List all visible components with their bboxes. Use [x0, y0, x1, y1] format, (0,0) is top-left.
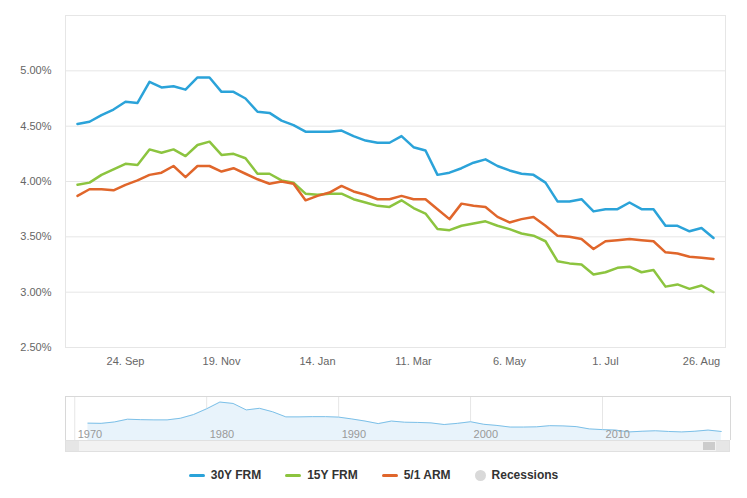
svg-text:2.50%: 2.50%: [20, 341, 51, 353]
svg-text:2010: 2010: [606, 428, 630, 440]
svg-text:1990: 1990: [342, 428, 366, 440]
svg-text:26. Aug: 26. Aug: [683, 355, 720, 367]
html-text:Recessions: Recessions: [491, 468, 559, 482]
svg-text:1980: 1980: [210, 428, 234, 440]
html-text:30Y FRM: 30Y FRM: [210, 468, 262, 482]
svg-text:3.50%: 3.50%: [20, 230, 51, 242]
svg-text:2000: 2000: [474, 428, 498, 440]
svg-text:24. Sep: 24. Sep: [107, 355, 145, 367]
html-text:5/1 ARM: 5/1 ARM: [403, 468, 451, 482]
svg-text:6. May: 6. May: [493, 355, 527, 367]
svg-text:19. Nov: 19. Nov: [203, 355, 241, 367]
svg-text:4.50%: 4.50%: [20, 120, 51, 132]
svg-text:1. Jul: 1. Jul: [592, 355, 618, 367]
svg-text:4.00%: 4.00%: [20, 175, 51, 187]
svg-text:11. Mar: 11. Mar: [395, 355, 432, 367]
svg-text:3.00%: 3.00%: [20, 286, 51, 298]
svg-text:1970: 1970: [78, 428, 102, 440]
html-text:15Y FRM: 15Y FRM: [307, 468, 358, 482]
svg-text:14. Jan: 14. Jan: [299, 355, 335, 367]
svg-text:5.00%: 5.00%: [20, 64, 51, 76]
